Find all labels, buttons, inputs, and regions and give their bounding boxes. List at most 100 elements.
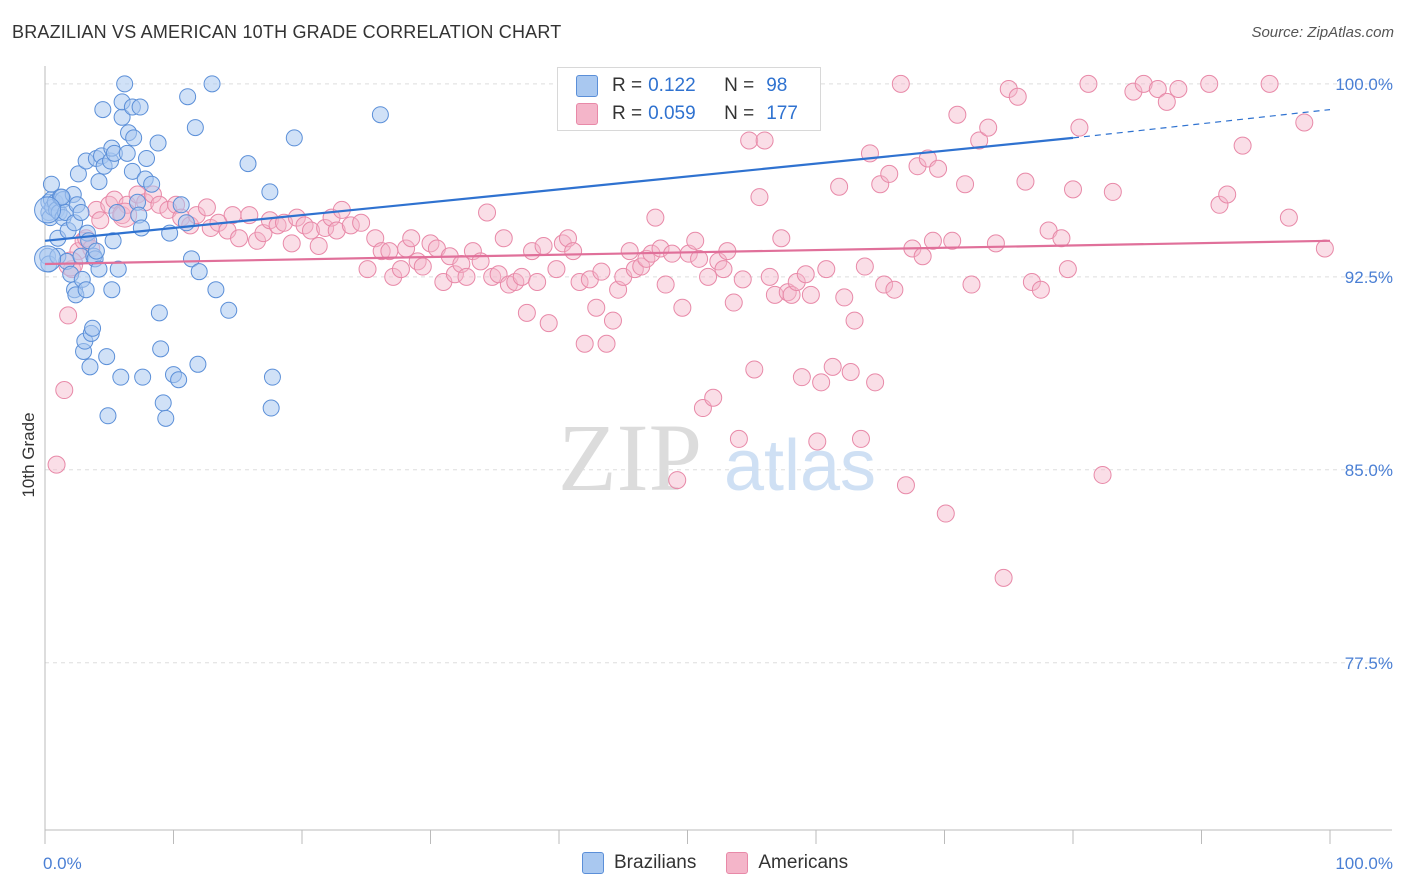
american-point xyxy=(1124,82,1143,101)
american-point xyxy=(1134,74,1153,93)
r-value: 0.059 xyxy=(648,103,696,124)
n-value: 177 xyxy=(766,103,798,124)
american-point xyxy=(704,388,723,407)
american-point xyxy=(372,242,391,261)
brazilian-point xyxy=(103,281,121,299)
american-point xyxy=(1058,260,1077,279)
american-point xyxy=(570,272,589,291)
brazilian-point xyxy=(190,263,208,281)
brazilian-point xyxy=(72,204,90,222)
american-point xyxy=(729,429,748,448)
brazilian-point xyxy=(34,245,62,273)
americans-points xyxy=(47,74,1334,587)
brazilian-point xyxy=(131,98,149,116)
american-point xyxy=(923,231,942,250)
r-label: R = xyxy=(612,75,643,96)
brazilian-point xyxy=(77,281,95,299)
brazilian-point xyxy=(152,340,170,358)
legend-row-brazilians: R = 0.122 N = 98 xyxy=(576,74,787,98)
american-point xyxy=(880,164,899,183)
brazilian-point xyxy=(118,144,136,162)
american-point xyxy=(1315,239,1334,258)
american-point xyxy=(553,234,572,253)
brazilian-point xyxy=(90,260,108,278)
american-point xyxy=(230,229,249,248)
american-point xyxy=(341,216,360,235)
n-label: N = xyxy=(724,103,755,124)
brazilian-point xyxy=(99,407,117,425)
chart-title: BRAZILIAN VS AMERICAN 10TH GRADE CORRELA… xyxy=(12,22,562,42)
watermark-zip: ZIP xyxy=(558,404,702,511)
american-point xyxy=(1093,465,1112,484)
y-tick-label: 77.5% xyxy=(1345,654,1393,673)
brazilian-point xyxy=(116,75,134,93)
brazilian-point xyxy=(371,106,389,124)
american-point xyxy=(620,242,639,261)
american-point xyxy=(913,247,932,266)
american-point xyxy=(1016,172,1035,191)
brazilian-point xyxy=(143,175,161,193)
legend-item-americans[interactable]: Americans xyxy=(726,852,848,874)
brazilian-point xyxy=(94,101,112,119)
brazilian-point xyxy=(123,162,141,180)
american-point xyxy=(871,175,890,194)
american-point xyxy=(772,229,791,248)
american-point xyxy=(478,203,497,222)
american-point xyxy=(1169,80,1188,99)
american-point xyxy=(1103,182,1122,201)
american-point xyxy=(592,262,611,281)
axes xyxy=(44,66,1392,844)
brazilian-point xyxy=(220,301,238,319)
brazilian-point xyxy=(179,88,197,106)
american-point xyxy=(1233,136,1252,155)
american-point xyxy=(534,236,553,255)
american-point xyxy=(1079,74,1098,93)
pink-swatch xyxy=(576,103,598,125)
american-point xyxy=(1052,229,1071,248)
american-point xyxy=(733,270,752,289)
brazilian-point xyxy=(263,368,281,386)
american-point xyxy=(866,373,885,392)
trend-lines xyxy=(44,108,1331,266)
american-point xyxy=(885,280,904,299)
american-point xyxy=(575,334,594,353)
r-label: R = xyxy=(612,103,643,124)
brazilian-point xyxy=(170,371,188,389)
brazilian-point xyxy=(186,119,204,137)
american-point xyxy=(845,311,864,330)
american-point xyxy=(91,211,110,230)
american-point xyxy=(1260,74,1279,93)
brazilian-point xyxy=(182,250,200,268)
brazilian-point xyxy=(261,183,279,201)
american-point xyxy=(1031,280,1050,299)
legend-item-brazilians[interactable]: Brazilians xyxy=(582,852,696,874)
american-point xyxy=(1148,80,1167,99)
american-point xyxy=(740,131,759,150)
american-point xyxy=(457,267,476,286)
brazilian-point xyxy=(132,219,150,237)
american-point xyxy=(724,293,743,312)
american-point xyxy=(1210,195,1229,214)
american-point xyxy=(855,257,874,276)
american-point xyxy=(948,105,967,124)
american-point xyxy=(301,221,320,240)
american-point xyxy=(656,275,675,294)
american-point xyxy=(1157,92,1176,111)
legend-label: Brazilians xyxy=(614,852,697,873)
american-point xyxy=(796,265,815,284)
brazilians-trend-line xyxy=(44,136,1074,242)
american-point xyxy=(1295,113,1314,132)
y-tick-label: 100.0% xyxy=(1335,75,1393,94)
american-point xyxy=(55,381,74,400)
american-point xyxy=(970,131,989,150)
american-point xyxy=(528,272,547,291)
american-point xyxy=(801,285,820,304)
american-point xyxy=(787,272,806,291)
american-point xyxy=(646,208,665,227)
brazilian-point xyxy=(203,75,221,93)
american-point xyxy=(896,476,915,495)
american-point xyxy=(936,504,955,523)
american-point xyxy=(986,234,1005,253)
american-point xyxy=(994,568,1013,587)
american-point xyxy=(690,249,709,268)
